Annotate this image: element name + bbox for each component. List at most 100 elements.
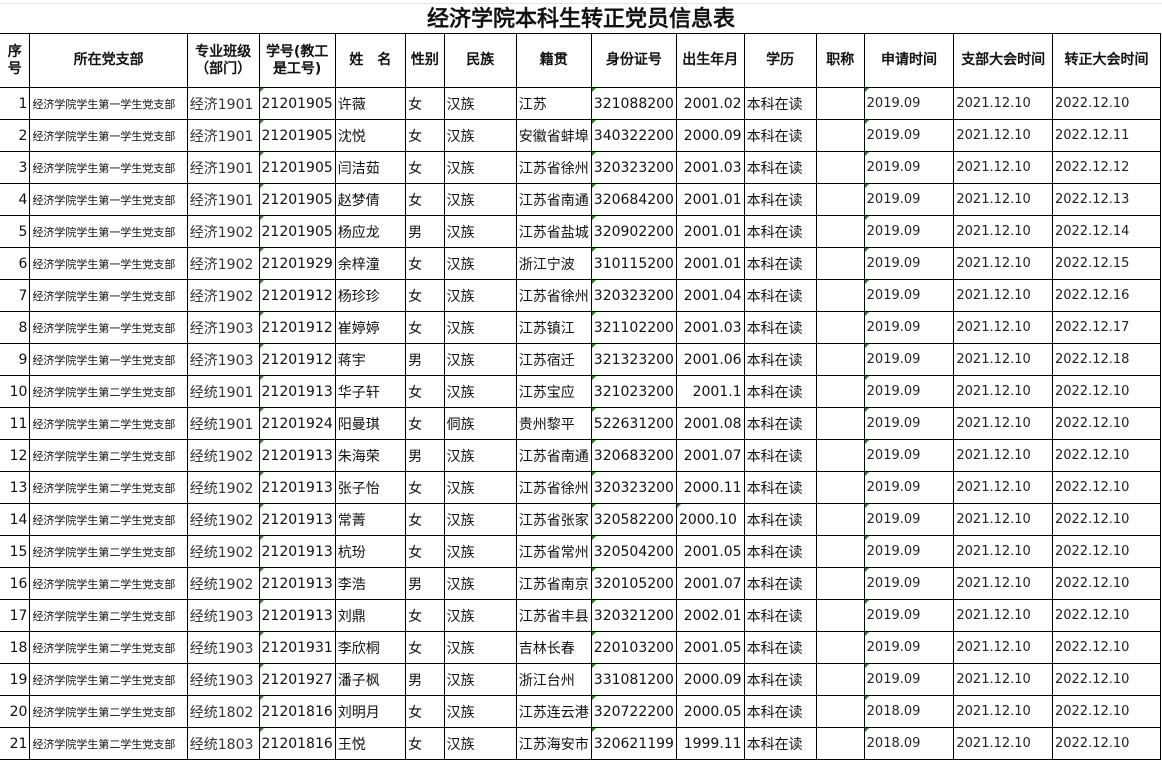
cell-gender[interactable]: 女 <box>405 247 445 280</box>
cell-class[interactable]: 经济1902 <box>186 215 260 248</box>
cell-ethnicity[interactable]: 汉族 <box>443 567 517 600</box>
cell-class[interactable]: 经统1903 <box>186 663 260 696</box>
cell-name[interactable]: 余梓潼 <box>334 247 407 280</box>
cell-name[interactable]: 杨应龙 <box>334 215 407 248</box>
cell-gender[interactable]: 女 <box>405 407 445 440</box>
cell-ethnicity[interactable]: 汉族 <box>443 151 517 184</box>
cell-education[interactable]: 本科在读 <box>743 343 817 376</box>
cell-id-number[interactable]: 320902200 <box>590 215 677 248</box>
cell-gender[interactable]: 女 <box>405 279 445 312</box>
cell-class[interactable]: 经统1802 <box>186 695 260 728</box>
cell-class[interactable]: 经统1902 <box>186 567 260 600</box>
cell-birth[interactable]: 2001.07 <box>675 439 745 472</box>
cell-id-number[interactable]: 320105200 <box>590 567 677 600</box>
cell-branch[interactable]: 经济学院学生第一学生党支部 <box>29 311 188 344</box>
cell-gender[interactable]: 女 <box>405 87 445 120</box>
cell-confirm-meeting-date[interactable]: 2022.12.18 <box>1051 343 1162 376</box>
cell-branch-meeting-date[interactable]: 2021.12.10 <box>953 535 1053 568</box>
cell-id-number[interactable]: 220103200 <box>590 631 677 664</box>
cell-education[interactable]: 本科在读 <box>743 247 817 280</box>
cell-student-id[interactable]: 21201913 <box>258 567 336 600</box>
cell-seq[interactable]: 1 <box>0 87 31 120</box>
cell-id-number[interactable]: 321323200 <box>590 343 677 376</box>
cell-birth[interactable]: 2001.01 <box>675 183 745 216</box>
cell-name[interactable]: 蒋宇 <box>334 343 407 376</box>
cell-education[interactable]: 本科在读 <box>743 119 817 152</box>
cell-id-number[interactable]: 320722200 <box>590 695 677 728</box>
cell-education[interactable]: 本科在读 <box>743 407 817 440</box>
cell-education[interactable]: 本科在读 <box>743 87 817 120</box>
cell-origin[interactable]: 江苏省张家 <box>515 503 592 536</box>
cell-id-number[interactable]: 320323200 <box>590 471 677 504</box>
cell-origin[interactable]: 江苏省丰县 <box>515 599 592 632</box>
cell-apply-date[interactable]: 2019.09 <box>863 407 955 440</box>
cell-education[interactable]: 本科在读 <box>743 631 817 664</box>
cell-branch[interactable]: 经济学院学生第二学生党支部 <box>29 375 188 408</box>
cell-confirm-meeting-date[interactable]: 2022.12.10 <box>1051 663 1162 696</box>
cell-class[interactable]: 经统1902 <box>186 535 260 568</box>
cell-ethnicity[interactable]: 汉族 <box>443 247 517 280</box>
cell-confirm-meeting-date[interactable]: 2022.12.15 <box>1051 247 1162 280</box>
cell-student-id[interactable]: 21201924 <box>258 407 336 440</box>
cell-title[interactable] <box>815 439 865 472</box>
cell-origin[interactable]: 江苏宝应 <box>515 375 592 408</box>
cell-branch-meeting-date[interactable]: 2021.12.10 <box>953 87 1053 120</box>
cell-branch[interactable]: 经济学院学生第二学生党支部 <box>29 567 188 600</box>
cell-apply-date[interactable]: 2019.09 <box>863 599 955 632</box>
cell-branch-meeting-date[interactable]: 2021.12.10 <box>953 279 1053 312</box>
cell-ethnicity[interactable]: 汉族 <box>443 87 517 120</box>
cell-name[interactable]: 刘明月 <box>334 695 407 728</box>
cell-apply-date[interactable]: 2019.09 <box>863 631 955 664</box>
cell-branch-meeting-date[interactable]: 2021.12.10 <box>953 215 1053 248</box>
cell-student-id[interactable]: 21201905 <box>258 119 336 152</box>
header-origin[interactable]: 籍贯 <box>515 33 592 88</box>
cell-education[interactable]: 本科在读 <box>743 151 817 184</box>
cell-student-id[interactable]: 21201913 <box>258 375 336 408</box>
cell-education[interactable]: 本科在读 <box>743 471 817 504</box>
cell-id-number[interactable]: 320582200 <box>590 503 677 536</box>
cell-branch-meeting-date[interactable]: 2021.12.10 <box>953 247 1053 280</box>
cell-ethnicity[interactable]: 汉族 <box>443 311 517 344</box>
cell-confirm-meeting-date[interactable]: 2022.12.16 <box>1051 279 1162 312</box>
cell-seq[interactable]: 15 <box>0 535 31 568</box>
cell-gender[interactable]: 男 <box>405 663 445 696</box>
cell-confirm-meeting-date[interactable]: 2022.12.10 <box>1051 567 1162 600</box>
cell-seq[interactable]: 3 <box>0 151 31 184</box>
cell-title[interactable] <box>815 503 865 536</box>
cell-name[interactable]: 潘子枫 <box>334 663 407 696</box>
cell-name[interactable]: 朱海荣 <box>334 439 407 472</box>
cell-origin[interactable]: 江苏连云港 <box>515 695 592 728</box>
cell-ethnicity[interactable]: 汉族 <box>443 599 517 632</box>
cell-branch[interactable]: 经济学院学生第一学生党支部 <box>29 151 188 184</box>
cell-seq[interactable]: 11 <box>0 407 31 440</box>
cell-seq[interactable]: 6 <box>0 247 31 280</box>
header-id-number[interactable]: 身份证号 <box>590 33 677 88</box>
cell-gender[interactable]: 女 <box>405 311 445 344</box>
cell-confirm-meeting-date[interactable]: 2022.12.10 <box>1051 407 1162 440</box>
cell-apply-date[interactable]: 2019.09 <box>863 183 955 216</box>
cell-name[interactable]: 张子怡 <box>334 471 407 504</box>
cell-seq[interactable]: 19 <box>0 663 31 696</box>
cell-birth[interactable]: 2001.01 <box>675 215 745 248</box>
cell-ethnicity[interactable]: 汉族 <box>443 695 517 728</box>
cell-ethnicity[interactable]: 汉族 <box>443 183 517 216</box>
cell-branch-meeting-date[interactable]: 2021.12.10 <box>953 407 1053 440</box>
cell-id-number[interactable]: 340322200 <box>590 119 677 152</box>
cell-confirm-meeting-date[interactable]: 2022.12.10 <box>1051 375 1162 408</box>
cell-birth[interactable]: 2001.05 <box>675 535 745 568</box>
cell-confirm-meeting-date[interactable]: 2022.12.10 <box>1051 503 1162 536</box>
cell-gender[interactable]: 女 <box>405 183 445 216</box>
cell-id-number[interactable]: 320621199 <box>590 727 677 760</box>
cell-title[interactable] <box>815 343 865 376</box>
cell-origin[interactable]: 江苏省盐城 <box>515 215 592 248</box>
cell-student-id[interactable]: 21201905 <box>258 87 336 120</box>
cell-student-id[interactable]: 21201913 <box>258 471 336 504</box>
cell-apply-date[interactable]: 2018.09 <box>863 727 955 760</box>
cell-branch-meeting-date[interactable]: 2021.12.10 <box>953 631 1053 664</box>
cell-apply-date[interactable]: 2019.09 <box>863 119 955 152</box>
cell-seq[interactable]: 8 <box>0 311 31 344</box>
cell-student-id[interactable]: 21201912 <box>258 311 336 344</box>
cell-ethnicity[interactable]: 侗族 <box>443 407 517 440</box>
header-apply-date[interactable]: 申请时间 <box>863 33 955 88</box>
cell-branch[interactable]: 经济学院学生第一学生党支部 <box>29 247 188 280</box>
